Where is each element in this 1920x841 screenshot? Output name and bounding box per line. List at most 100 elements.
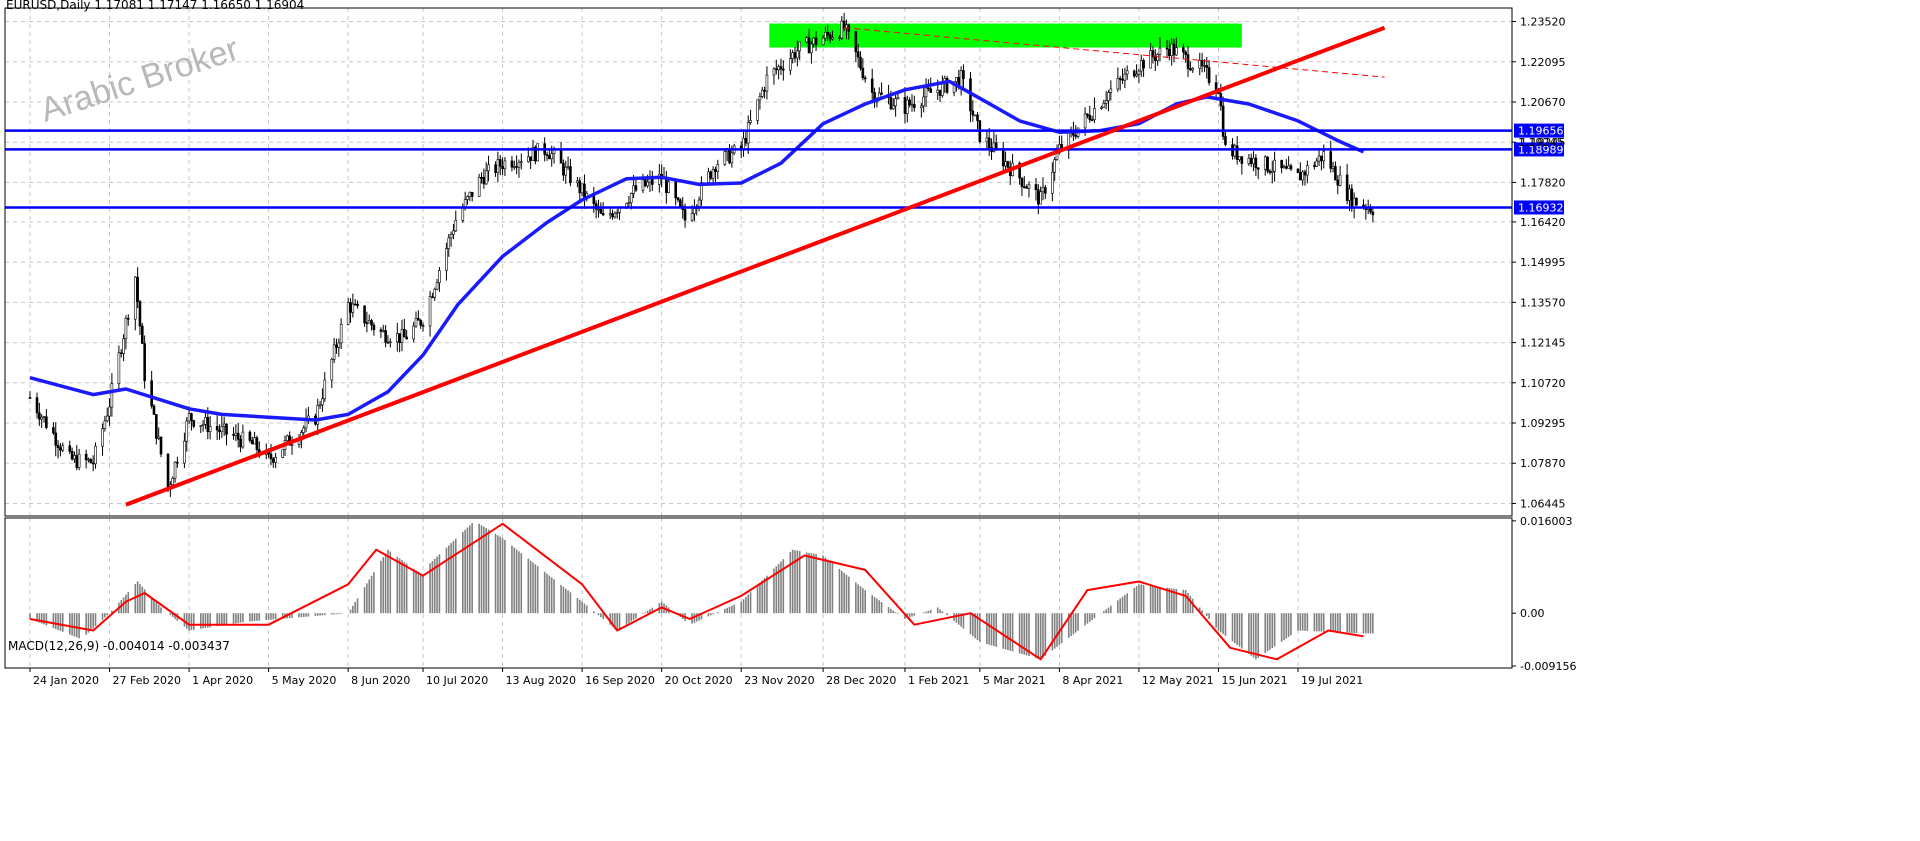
price-tick-label: 1.14995 <box>1520 256 1566 269</box>
candle-body <box>765 74 769 92</box>
candle-body <box>1100 107 1103 109</box>
candle-body <box>1200 59 1204 67</box>
candle-body <box>356 303 359 307</box>
candle-body <box>56 444 60 449</box>
candle-body <box>73 455 76 460</box>
candle-body <box>1371 211 1375 216</box>
level-price-label: 1.19656 <box>1518 125 1564 138</box>
candle-body <box>1191 68 1195 71</box>
candle-body <box>683 209 687 221</box>
candle-body <box>480 177 483 179</box>
candle-body <box>1254 157 1258 169</box>
candle-body <box>1125 70 1129 75</box>
level-price-tag <box>1514 142 1564 157</box>
candle-body <box>232 434 235 436</box>
date-tick-label: 8 Apr 2021 <box>1062 674 1123 687</box>
candle-body <box>559 149 563 164</box>
price-tick-label: 1.10720 <box>1520 377 1566 390</box>
candle-body <box>461 207 465 221</box>
candle-body <box>807 37 811 54</box>
candle-body <box>994 142 998 149</box>
candle-body <box>45 416 48 428</box>
candle-body <box>248 431 252 441</box>
candle-body <box>449 234 453 239</box>
date-tick-label: 27 Feb 2020 <box>113 674 181 687</box>
candle-body <box>126 317 130 320</box>
candle-body <box>1355 197 1358 206</box>
candle-body <box>1041 187 1045 193</box>
candle-body <box>791 52 794 59</box>
candle-body <box>54 432 58 446</box>
candle-body <box>192 420 196 427</box>
candle-body <box>908 99 911 106</box>
candle-body <box>419 320 422 326</box>
candle-body <box>1020 177 1024 187</box>
candle-body <box>896 97 900 100</box>
candle-body <box>1334 166 1337 181</box>
candle-body <box>515 166 518 168</box>
candle-body <box>187 413 191 422</box>
candle-body <box>138 301 142 327</box>
candle-body <box>924 87 928 98</box>
candle-body <box>952 81 956 93</box>
candle-body <box>985 137 989 142</box>
candle-body <box>208 426 212 433</box>
candle-body <box>1165 47 1169 50</box>
candle-body <box>1182 47 1185 53</box>
candle-body <box>1306 165 1309 176</box>
current-price-label: 1.19245 <box>1518 136 1564 149</box>
candle-body <box>854 31 858 53</box>
candle-body <box>658 173 661 185</box>
candle-body <box>578 180 582 194</box>
candle-body <box>1270 170 1274 173</box>
candle-body <box>971 110 975 116</box>
candle-body <box>482 177 486 185</box>
candle-body <box>889 97 893 110</box>
date-tick-label: 13 Aug 2020 <box>506 674 576 687</box>
candle-body <box>68 445 72 452</box>
candle-body <box>103 420 107 429</box>
candle-body <box>1153 56 1157 61</box>
candle-body <box>782 68 785 71</box>
candle-body <box>962 70 965 79</box>
candle-body <box>316 405 320 425</box>
candle-body <box>421 324 425 327</box>
price-tick-label: 1.23520 <box>1520 16 1566 29</box>
candle-body <box>831 37 834 40</box>
candle-body <box>749 120 752 123</box>
candle-body <box>403 328 406 338</box>
candle-body <box>152 405 156 415</box>
candle-body <box>119 352 123 355</box>
candle-body <box>150 380 153 407</box>
candle-body <box>365 322 369 325</box>
candle-body <box>1203 65 1206 67</box>
candle-body <box>412 325 415 340</box>
price-tick-label: 1.17820 <box>1520 176 1566 189</box>
candle-body <box>173 461 177 479</box>
candle-body <box>758 96 762 101</box>
candle-body <box>938 89 942 96</box>
axes: 1.23520 1.22095 1.20670 1.19245 1.17820 1.164… <box>4 7 1576 687</box>
candle-body <box>667 181 670 193</box>
candle-body <box>110 383 114 408</box>
candle-body <box>812 37 816 45</box>
candle-body <box>255 437 259 450</box>
candle-body <box>484 170 488 185</box>
resistance-zone <box>769 23 1242 48</box>
candle-body <box>728 148 731 164</box>
candle-body <box>363 305 366 324</box>
candle-body <box>665 177 668 193</box>
candle-body <box>417 317 420 321</box>
candle-body <box>856 51 860 58</box>
candle-body <box>1317 155 1321 162</box>
candle-body <box>826 31 830 36</box>
date-tick-label: 10 Jul 2020 <box>426 674 488 687</box>
candle-body <box>562 162 565 176</box>
candle-body <box>185 420 189 442</box>
candle-body <box>501 165 504 170</box>
candle-body <box>527 156 530 162</box>
candle-body <box>643 179 647 187</box>
candle-body <box>519 161 523 163</box>
